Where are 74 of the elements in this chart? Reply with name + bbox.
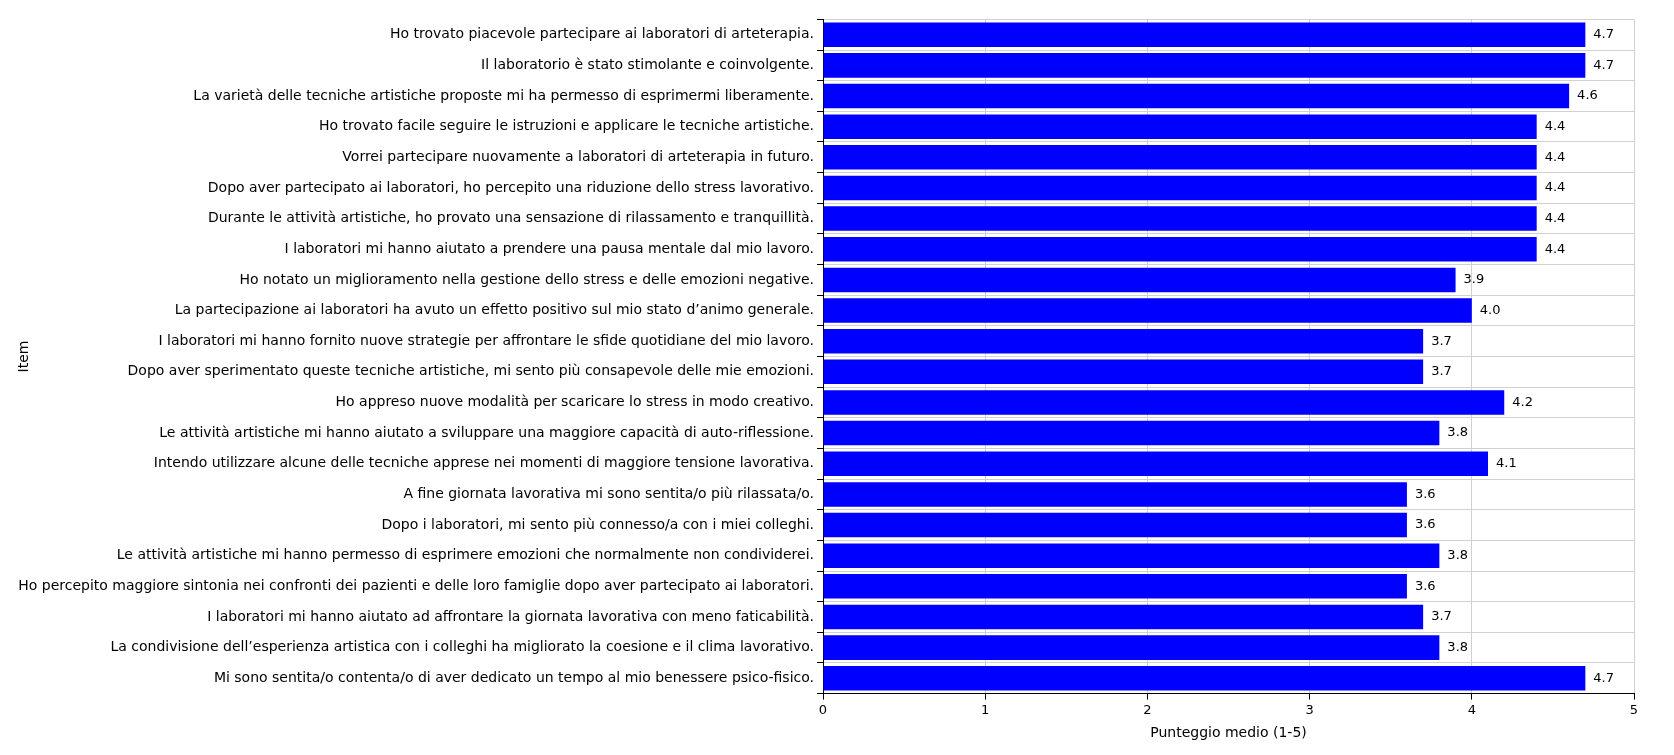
data-label: 4.4 [1544,179,1566,195]
bar [823,512,1407,538]
data-label: 3.8 [1447,424,1469,440]
data-label: 4.4 [1544,209,1566,225]
y-tick-label: Le attività artistiche mi hanno permesso di esprimere emozioni che normalmente non condividerei. [116,546,814,563]
y-tick-label: Ho notato un miglioramento nella gestione dello stress e delle emozioni negative. [239,270,814,287]
data-label: 3.6 [1414,485,1436,501]
y-tick-label: I laboratori mi hanno aiutato a prendere una pausa mentale dal mio lavoro. [284,239,814,256]
data-label: 3.6 [1414,577,1436,593]
y-tick-label: Mi sono sentita/o contenta/o di aver dedicato un tempo al mio benessere psico-fisico. [213,668,814,685]
data-label: 3.8 [1447,639,1469,655]
bar [823,145,1537,170]
x-axis-title: Punteggio medio (1-5) [1150,724,1307,741]
x-tick-label: 3 [1305,701,1314,717]
bar [823,451,1489,477]
data-label: 4.7 [1593,669,1615,685]
y-tick-label: Dopo aver sperimentato queste tecniche artistiche, mi sento più consapevole delle mie emozioni. [127,362,814,379]
data-label: 3.8 [1447,547,1469,563]
y-tick-label: Le attività artistiche mi hanno aiutato a sviluppare una maggiore capacità di auto-riflessione. [159,423,814,440]
y-tick-label: Intendo utilizzare alcune delle tecniche apprese nei momenti di maggiore tensione lavorativa. [153,454,814,471]
y-tick-label: La varietà delle tecniche artistiche proposte mi ha permesso di esprimermi liberamente. [193,86,814,103]
y-tick-label: Vorrei partecipare nuovamente a laboratori di arteterapia in futuro. [342,147,814,164]
y-tick-label: I laboratori mi hanno fornito nuove strategie per affrontare le sfide quotidiane del mio lavoro. [158,331,814,348]
bar [823,666,1586,691]
y-tick-label: Ho trovato facile seguire le istruzioni e applicare le tecniche artistiche. [319,117,814,134]
data-label: 4.6 [1577,87,1598,103]
data-label: 4.4 [1544,240,1566,256]
bar [823,83,1570,109]
x-tick-label: 2 [1143,701,1152,717]
data-label: 4.7 [1593,26,1615,42]
bar [823,328,1424,354]
bar [823,635,1440,660]
x-tick-label: 5 [1629,701,1639,717]
y-tick-label: A fine giornata lavorativa mi sono sentita/o più rilassata/o. [403,485,814,502]
y-tick-label: La partecipazione ai laboratori ha avuto un effetto positivo sul mio stato d’animo generale. [174,301,814,318]
bar [823,543,1440,568]
y-tick-label: Dopo i laboratori, mi sento più connesso/a con i miei colleghi. [381,515,814,532]
y-tick-label: Ho appreso nuove modalità per scaricare lo stress in modo creativo. [335,393,814,410]
bar [823,298,1472,323]
data-label: 3.6 [1414,516,1436,532]
data-label: 3.9 [1463,271,1485,287]
bar [823,604,1424,630]
data-label: 4.4 [1544,148,1566,164]
bar [823,574,1407,599]
data-label: 4.4 [1544,118,1566,134]
bar [823,206,1537,231]
bar [823,390,1505,415]
x-tick-label: 1 [981,701,990,717]
bar [823,482,1407,507]
bar [823,267,1456,293]
data-label: 4.7 [1593,56,1615,72]
data-label: 3.7 [1431,363,1452,379]
y-tick-label: Ho percepito maggiore sintonia nei confronti dei pazienti e delle loro famiglie dopo aver partecipato ai laboratori. [18,576,814,593]
y-tick-label: Dopo aver partecipato ai laboratori, ho percepito una riduzione dello stress lavorativo. [207,178,814,195]
y-tick-label: Durante le attività artistiche, ho provato una sensazione di rilassamento e tranquillità. [207,209,814,226]
y-tick-label: Il laboratorio è stato stimolante e coinvolgente. [481,56,814,73]
bar [823,114,1537,139]
y-axis-title: Item [15,340,32,373]
y-tick-label: I laboratori mi hanno aiutato ad affrontare la giornata lavorativa con meno faticabilità. [207,607,814,624]
bar [823,22,1586,47]
data-label: 4.0 [1479,301,1501,317]
bar [823,53,1586,78]
bar [823,359,1424,385]
x-tick-label: 4 [1467,701,1476,717]
data-label: 4.1 [1496,455,1517,471]
data-label: 3.7 [1431,332,1452,348]
data-label: 4.2 [1512,393,1533,409]
bar [823,236,1537,262]
y-tick-label: Ho trovato piacevole partecipare ai laboratori di arteterapia. [389,25,814,42]
data-label: 3.7 [1431,608,1452,624]
bar [823,175,1537,201]
bar [823,420,1440,446]
y-tick-label: La condivisione dell’esperienza artistica con i colleghi ha migliorato la coesione e il clima lavorativo. [110,638,814,655]
x-tick-label: 0 [818,701,828,717]
